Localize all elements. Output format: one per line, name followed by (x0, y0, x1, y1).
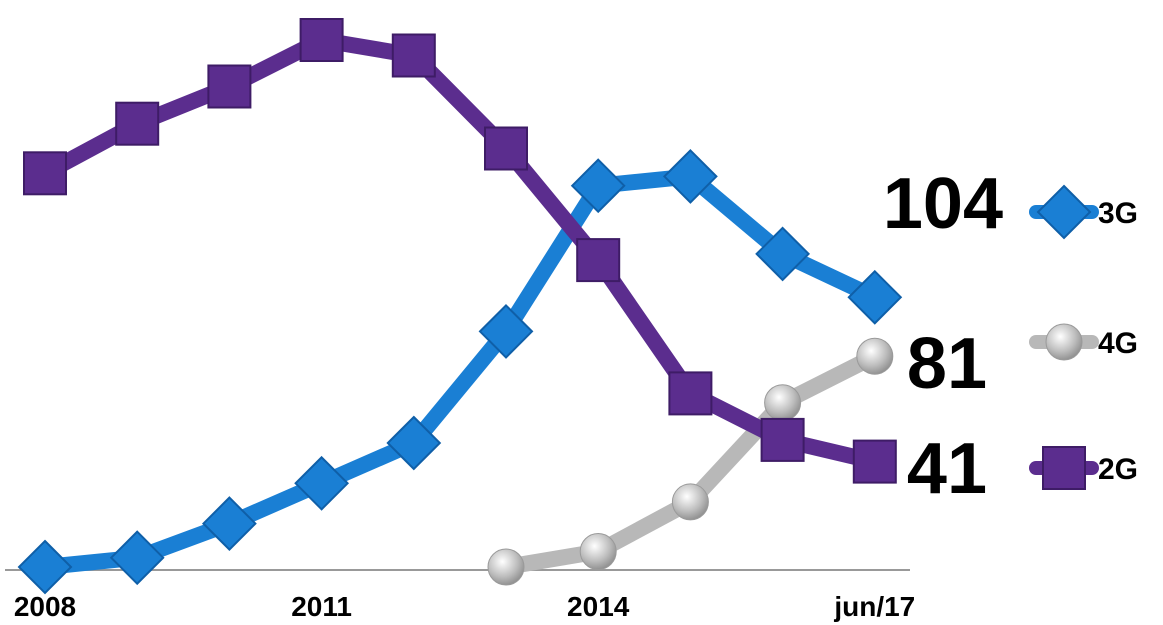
series-4g-point (579, 533, 617, 570)
series-3g-point (478, 303, 534, 359)
series-2g (23, 18, 897, 484)
series-2g-point (299, 18, 344, 62)
legend-label-3g: 3G (1098, 197, 1138, 230)
legend-item-3g: 3G (1029, 184, 1138, 240)
legend-label-2g: 2G (1098, 453, 1138, 486)
x-tick-label: 2011 (291, 591, 352, 622)
series-2g-point (852, 439, 897, 484)
legend-marker-3g (1036, 184, 1092, 240)
series-2g-point (391, 33, 436, 78)
series-3g-point (662, 148, 718, 204)
series-2g-point (23, 151, 67, 196)
x-tick-label: 2014 (567, 591, 630, 622)
series-2g-point (115, 101, 160, 146)
legend-marker-2g (1042, 446, 1086, 490)
series-3g-point (847, 269, 903, 325)
legend: 3G 4G 2G (1029, 184, 1138, 490)
legend-item-2g: 2G (1029, 446, 1138, 490)
series-3g-point (201, 496, 257, 552)
legend-item-4g: 4G (1029, 323, 1138, 361)
legend-label-4g: 4G (1098, 327, 1138, 360)
series-4g (487, 337, 894, 586)
x-tick-labels: 2008 2011 2014 jun/17 (14, 591, 915, 622)
series-4g-point (764, 384, 802, 422)
series-2g-point (484, 126, 528, 171)
series-3g-point (570, 158, 626, 214)
series-3g-point (17, 539, 73, 595)
series-2g-point (760, 417, 805, 462)
x-tick-label: 2008 (14, 591, 76, 622)
legend-marker-4g (1045, 323, 1083, 361)
end-labels: 104 81 41 (883, 164, 1003, 509)
end-label-2g: 41 (907, 429, 987, 509)
end-label-3g: 104 (883, 164, 1003, 244)
series-layer (17, 18, 903, 595)
series-2g-point (668, 371, 713, 416)
series-3g-point (386, 415, 442, 471)
series-3g (17, 148, 903, 595)
series-3g-line (37, 168, 883, 575)
series-4g-point (856, 337, 894, 375)
series-4g-point (487, 548, 525, 586)
series-2g-line (37, 32, 883, 470)
series-3g-point (294, 455, 350, 511)
series-3g-point (109, 530, 165, 586)
x-tick-label: jun/17 (833, 591, 915, 622)
series-3g-point (755, 226, 811, 282)
series-2g-point (576, 238, 621, 283)
end-label-4g: 81 (907, 324, 987, 404)
series-2g-point (207, 64, 252, 109)
series-4g-point (671, 483, 709, 521)
